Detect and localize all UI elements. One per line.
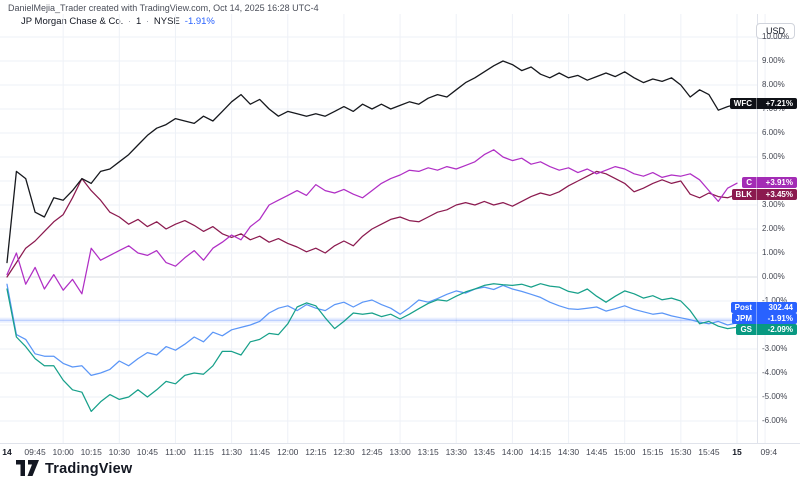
series-line-gs [6,283,738,413]
price-tick: -5.00% [762,392,788,401]
time-tick: 14:45 [585,447,608,457]
interval-label: 1 [135,16,142,27]
time-tick: 12:30 [333,447,355,457]
price-tick: 10.00% [762,32,790,41]
time-tick: 12:00 [277,447,299,457]
price-tick: 9.00% [762,56,785,65]
price-tick: -4.00% [762,368,788,377]
time-tick: 14:00 [501,447,524,457]
time-tick: 10:00 [52,447,74,457]
price-label-value: +3.91% [765,178,793,187]
price-tick: -6.00% [762,416,788,425]
time-tick: 10:15 [80,447,102,457]
time-tick: 12:45 [361,447,383,457]
tradingview-wordmark: TradingView [45,460,133,477]
price-label-c: C +3.91% [742,177,797,188]
attribution-text: DanielMejia_Trader created with TradingV… [8,3,319,13]
series-line-blk [6,170,738,278]
legend-separator: · [128,17,131,26]
time-tick: 09:4 [760,447,778,457]
series-line-wfc [6,60,738,264]
time-tick: 13:30 [445,447,467,457]
time-tick: 15:00 [614,447,636,457]
price-label-ticker: JPM [732,313,757,324]
time-tick: 15 [732,447,742,457]
price-tick: -3.00% [762,344,788,353]
price-tick: 8.00% [762,80,785,89]
exchange-label: NYSE [153,16,180,27]
change-percent: -1.91% [184,16,215,27]
time-tick: 10:30 [108,447,130,457]
price-label-ticker: WFC [730,98,757,109]
time-tick: 09:45 [24,447,46,457]
price-tick: -1.00% [762,296,788,305]
price-label-jpm: JPM -1.91% [731,313,797,324]
price-tick: 1.00% [762,248,785,257]
price-label-value: -1.91% [767,314,793,323]
price-label-value: -2.09% [767,325,793,334]
time-tick: 14 [2,447,12,457]
price-tick: 5.00% [762,152,785,161]
price-label-blk: BLK +3.45% [731,189,797,200]
tradingview-logo[interactable]: TradingView [16,460,132,477]
series-line-jpm [6,283,738,377]
price-tick: 3.00% [762,200,785,209]
price-label-gs: GS -2.09% [736,324,797,335]
price-label-value: 302.44 [768,303,793,312]
tradingview-logo-icon [16,460,39,476]
price-label-ticker: BLK [732,189,757,200]
time-tick: 15:30 [670,447,692,457]
price-tick: 0.00% [762,272,785,281]
time-tick: 10:45 [136,447,159,457]
currency-button[interactable]: USD [755,23,795,39]
price-label-post: Post 302.44 [730,302,797,313]
series-line-c [6,149,738,295]
price-tick: 2.00% [762,224,785,233]
price-tick: 6.00% [762,128,785,137]
time-tick: 11:30 [221,447,242,457]
time-tick: 15:15 [642,447,664,457]
time-tick: 13:45 [473,447,495,457]
time-tick: 13:15 [417,447,439,457]
price-label-value: +3.45% [765,190,793,199]
price-label-wfc: WFC +7.21% [729,98,797,109]
time-tick: 14:30 [557,447,580,457]
post-market-price-band [0,317,757,323]
legend-separator: · [146,17,149,26]
time-tick: 11:00 [165,447,186,457]
time-tick: 11:45 [249,447,271,457]
time-tick: 12:15 [305,447,327,457]
symbol-name: JP Morgan Chase & Co. [21,16,124,27]
time-tick: 14:15 [529,447,552,457]
time-tick: 11:15 [193,447,214,457]
price-label-ticker: GS [736,324,757,335]
chart-canvas[interactable] [0,0,800,445]
time-tick: 15:45 [698,447,720,457]
price-label-value: +7.21% [765,99,793,108]
chart-legend[interactable]: JP Morgan Chase & Co. · 1 · NYSE -1.91% [21,16,215,27]
time-tick: 13:00 [389,447,411,457]
price-label-ticker: C [742,177,757,188]
price-label-ticker: Post [731,302,757,313]
